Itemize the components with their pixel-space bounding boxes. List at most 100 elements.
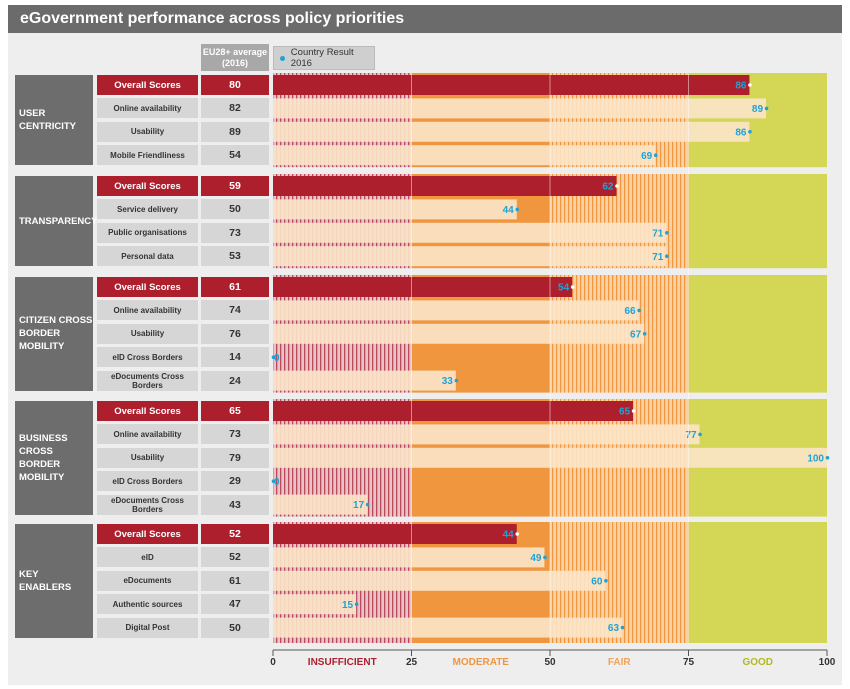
country-result-label: 44 [503, 205, 515, 216]
country-result-label: 60 [591, 576, 603, 587]
score-bar [273, 424, 700, 445]
country-result-dot [620, 625, 625, 630]
country-result-dot [615, 184, 619, 188]
row-label: Personal data [97, 246, 198, 267]
eu-average-value: 59 [201, 176, 269, 196]
overall-score-bar [273, 401, 634, 421]
eu-average-value: 54 [201, 145, 269, 166]
row-label: Usability [97, 447, 198, 468]
country-result-dot [653, 153, 658, 157]
legend: Country Result 2016 [273, 46, 375, 70]
eu-average-value: 74 [201, 300, 269, 321]
country-result-dot [543, 555, 547, 560]
country-result-label: 0 [274, 353, 280, 364]
country-result-dot [764, 106, 769, 111]
country-result-dot [631, 409, 636, 413]
eu-average-value: 73 [201, 222, 269, 243]
score-bar [273, 594, 357, 615]
group-label: BUSINESS CROSS BORDER MOBILITY [15, 401, 93, 515]
country-result-dot [698, 432, 702, 437]
country-result-dot [748, 83, 752, 87]
group-label: USER CENTRICITY [15, 75, 93, 166]
row-label: Online availability [97, 424, 198, 445]
country-result-label: 100 [807, 453, 824, 464]
country-result-label: 44 [503, 530, 515, 541]
country-result-label: 17 [353, 500, 365, 511]
country-result-dot [515, 207, 520, 212]
score-bar [273, 323, 645, 344]
row-label: Authentic sources [97, 594, 198, 615]
row-label: Overall Scores [97, 524, 198, 544]
score-bar [273, 494, 368, 515]
country-result-dot [665, 254, 669, 258]
country-result-dot [271, 479, 276, 484]
eu-average-value: 53 [201, 246, 269, 267]
score-bar [273, 617, 623, 638]
country-result-label: 65 [619, 407, 631, 418]
row-label: Public organisations [97, 222, 198, 243]
overall-score-bar [273, 176, 617, 196]
row-label: Overall Scores [97, 176, 198, 196]
score-bar [273, 370, 456, 391]
band-label: FAIR [608, 657, 632, 668]
country-result-label: 71 [652, 252, 664, 263]
row-label: eID Cross Borders [97, 471, 198, 492]
eu-average-value: 82 [201, 98, 269, 119]
eu-average-value: 73 [201, 424, 269, 445]
country-result-label: 63 [608, 623, 620, 634]
eu-average-value: 50 [201, 617, 269, 638]
country-result-label: 62 [602, 182, 614, 193]
x-axis-tick-label: 75 [683, 657, 695, 668]
country-result-dot [515, 532, 520, 536]
row-label: Usability [97, 323, 198, 344]
group-label: CITIZEN CROSS BORDER MOBILITY [15, 277, 93, 391]
group-label: TRANSPARENCY [15, 176, 97, 267]
country-result-dot [454, 378, 459, 383]
eu-average-value: 80 [201, 75, 269, 95]
score-bar [273, 199, 517, 220]
country-result-label: 33 [442, 376, 454, 387]
country-result-label: 49 [530, 553, 542, 564]
row-label: eDocuments [97, 570, 198, 591]
title-bar: eGovernment performance across policy pr… [8, 5, 842, 33]
country-result-dot [570, 285, 575, 289]
row-label: Overall Scores [97, 75, 198, 95]
group-label: KEY ENABLERS [15, 524, 93, 638]
eu-average-header: EU28+ average (2016) [201, 44, 269, 71]
overall-score-bar [273, 277, 573, 297]
x-axis-tick-label: 50 [544, 657, 556, 668]
country-result-label: 67 [630, 329, 642, 340]
eu-average-value: 79 [201, 447, 269, 468]
eu-average-value: 76 [201, 323, 269, 344]
row-label: Overall Scores [97, 277, 198, 297]
band-good [688, 73, 827, 643]
country-result-label: 86 [735, 127, 747, 138]
eu-average-value: 52 [201, 547, 269, 568]
country-result-label: 89 [752, 104, 764, 115]
row-label: eID Cross Borders [97, 347, 198, 368]
country-result-dot [271, 355, 276, 360]
country-result-label: 86 [735, 81, 747, 92]
eu-average-value: 61 [201, 277, 269, 297]
chart-title: eGovernment performance across policy pr… [20, 10, 405, 27]
country-result-label: 54 [558, 283, 570, 294]
country-result-dot [365, 502, 370, 507]
row-label: eDocuments Cross Borders [97, 494, 198, 515]
country-result-label: 15 [342, 600, 354, 611]
country-result-dot [665, 231, 669, 235]
score-bar [273, 222, 667, 243]
eu-average-value: 47 [201, 594, 269, 615]
row-label: Digital Post [97, 617, 198, 638]
row-label: Usability [97, 121, 198, 142]
band-label: GOOD [742, 657, 773, 668]
country-result-label: 69 [641, 151, 653, 162]
band-label: INSUFFICIENT [308, 657, 377, 668]
row-label: Mobile Friendliness [97, 145, 198, 166]
score-bar [273, 98, 767, 119]
country-result-label: 66 [625, 306, 637, 317]
country-result-dot [825, 456, 830, 460]
eu-average-value: 14 [201, 347, 269, 368]
eu-average-value: 29 [201, 471, 269, 492]
score-bar [273, 145, 656, 166]
score-bar [273, 121, 750, 142]
